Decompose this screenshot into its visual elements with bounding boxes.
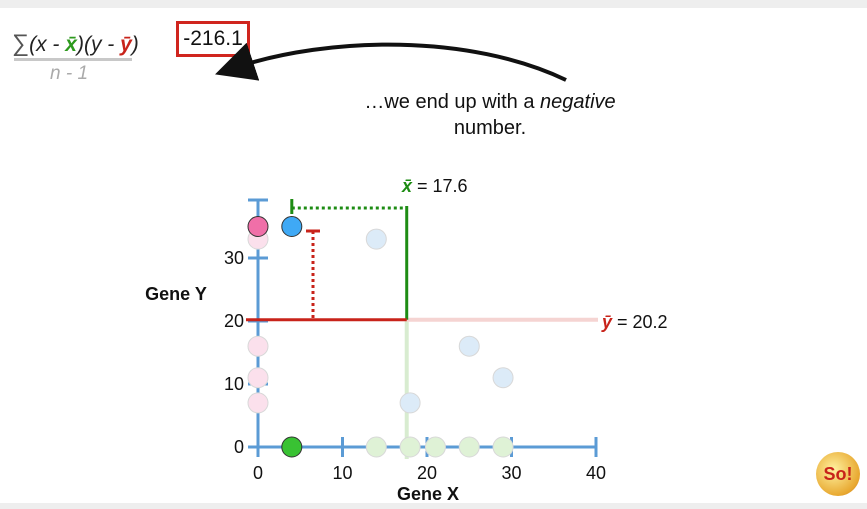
- highlighted-data-point: [247, 216, 269, 237]
- x-axis-label: Gene X: [397, 484, 459, 504]
- y-tick-label: 30: [224, 248, 244, 268]
- x-tick-label: 30: [501, 463, 521, 483]
- ybar-value: = 20.2: [612, 312, 668, 332]
- faded-data-point: [399, 392, 421, 414]
- x-tick-label: 20: [417, 463, 437, 483]
- y-tick-label: 10: [224, 374, 244, 394]
- y-tick-label: 0: [234, 437, 244, 457]
- faded-data-point: [365, 228, 387, 250]
- ybar-label: ȳ = 20.2: [601, 312, 668, 332]
- faded-data-point: [399, 436, 421, 458]
- curved-arrow: [215, 42, 567, 82]
- caption-before: …we end up with a: [364, 91, 541, 113]
- highlighted-data-point: [281, 216, 303, 237]
- formula-close-y: ): [131, 33, 139, 56]
- formula-denominator: n - 1: [50, 63, 89, 84]
- bottom-bar: [0, 503, 867, 509]
- formula-close-x: ): [76, 33, 84, 56]
- faded-data-point: [365, 436, 387, 458]
- formula-open-y: (y -: [83, 33, 121, 56]
- faded-data-point: [492, 367, 514, 389]
- brand-logo: So!: [816, 452, 860, 496]
- faded-data-point: [247, 335, 269, 357]
- x-tick-label: 10: [332, 463, 352, 483]
- caption: …we end up with a negative number.: [340, 89, 640, 141]
- xbar-symbol: x̄: [401, 176, 413, 196]
- y-tick-label: 20: [224, 311, 244, 331]
- x-tick-label: 40: [586, 463, 606, 483]
- x-tick-label: 0: [253, 463, 263, 483]
- faded-data-point: [458, 436, 480, 458]
- sigma-symbol: ∑: [12, 30, 30, 57]
- formula-xbar: x̄: [65, 33, 77, 56]
- faded-data-point: [247, 392, 269, 414]
- chart-axes: 0 10 20 30 40 0 10 20 30: [224, 198, 606, 483]
- covariance-formula: ∑(x - x̄)(y - ȳ): [12, 30, 139, 58]
- chart-labels: Gene X Gene Y x̄ = 17.6 ȳ = 20.2: [145, 176, 667, 504]
- highlighted-data-point: [281, 436, 303, 458]
- mean-guides: [246, 199, 598, 459]
- faded-data-point: [247, 367, 269, 389]
- faded-data-point: [458, 335, 480, 357]
- faded-data-point: [492, 436, 514, 458]
- formula-open-x: (x -: [29, 33, 66, 56]
- caption-emphasis: negative: [540, 91, 616, 113]
- ybar-symbol: ȳ: [601, 312, 613, 332]
- top-bar: [0, 0, 867, 8]
- xbar-value: = 17.6: [412, 176, 468, 196]
- caption-after: number.: [453, 117, 527, 139]
- fraction-line: [14, 58, 132, 61]
- data-points: [247, 216, 514, 458]
- xbar-label: x̄ = 17.6: [401, 176, 468, 196]
- logo-text: So!: [823, 463, 853, 484]
- faded-data-point: [424, 436, 446, 458]
- formula-ybar: ȳ: [120, 33, 132, 56]
- y-axis-label: Gene Y: [145, 284, 207, 304]
